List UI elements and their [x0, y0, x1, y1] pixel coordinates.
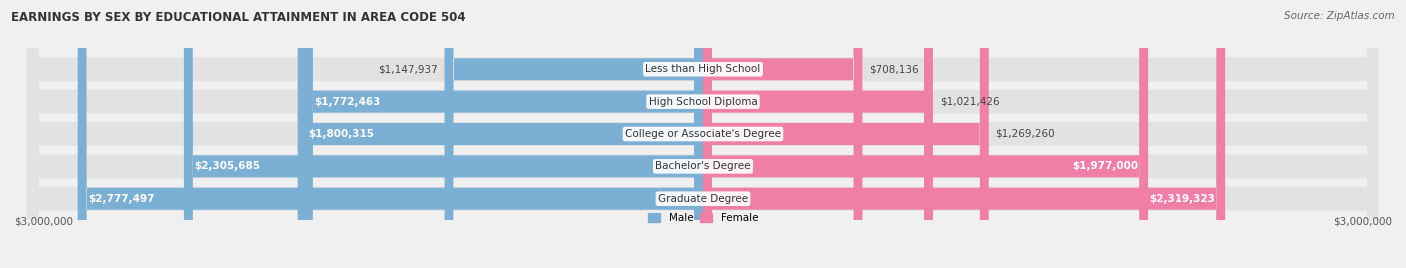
FancyBboxPatch shape: [304, 0, 703, 268]
FancyBboxPatch shape: [298, 0, 703, 268]
Text: $1,977,000: $1,977,000: [1071, 161, 1137, 171]
FancyBboxPatch shape: [703, 0, 862, 268]
Text: Source: ZipAtlas.com: Source: ZipAtlas.com: [1284, 11, 1395, 21]
Text: $1,021,426: $1,021,426: [939, 97, 1000, 107]
FancyBboxPatch shape: [77, 0, 703, 268]
FancyBboxPatch shape: [703, 0, 988, 268]
Text: $1,772,463: $1,772,463: [314, 97, 381, 107]
Text: $2,305,685: $2,305,685: [194, 161, 260, 171]
FancyBboxPatch shape: [28, 0, 1378, 268]
FancyBboxPatch shape: [444, 0, 703, 268]
FancyBboxPatch shape: [184, 0, 703, 268]
FancyBboxPatch shape: [28, 0, 1378, 268]
Text: $1,269,260: $1,269,260: [995, 129, 1054, 139]
FancyBboxPatch shape: [28, 0, 1378, 268]
Text: $2,777,497: $2,777,497: [87, 194, 155, 204]
FancyBboxPatch shape: [703, 0, 934, 268]
Text: $3,000,000: $3,000,000: [1333, 217, 1392, 226]
Text: Less than High School: Less than High School: [645, 64, 761, 74]
FancyBboxPatch shape: [703, 0, 1225, 268]
Text: EARNINGS BY SEX BY EDUCATIONAL ATTAINMENT IN AREA CODE 504: EARNINGS BY SEX BY EDUCATIONAL ATTAINMEN…: [11, 11, 465, 24]
Text: $2,319,323: $2,319,323: [1149, 194, 1215, 204]
FancyBboxPatch shape: [28, 0, 1378, 268]
Text: $1,147,937: $1,147,937: [378, 64, 437, 74]
Text: Graduate Degree: Graduate Degree: [658, 194, 748, 204]
Text: $3,000,000: $3,000,000: [14, 217, 73, 226]
FancyBboxPatch shape: [28, 0, 1378, 268]
Text: Bachelor's Degree: Bachelor's Degree: [655, 161, 751, 171]
Text: $1,800,315: $1,800,315: [308, 129, 374, 139]
Legend: Male, Female: Male, Female: [648, 213, 758, 223]
FancyBboxPatch shape: [703, 0, 1149, 268]
Text: $708,136: $708,136: [869, 64, 918, 74]
Text: High School Diploma: High School Diploma: [648, 97, 758, 107]
Text: College or Associate's Degree: College or Associate's Degree: [626, 129, 780, 139]
